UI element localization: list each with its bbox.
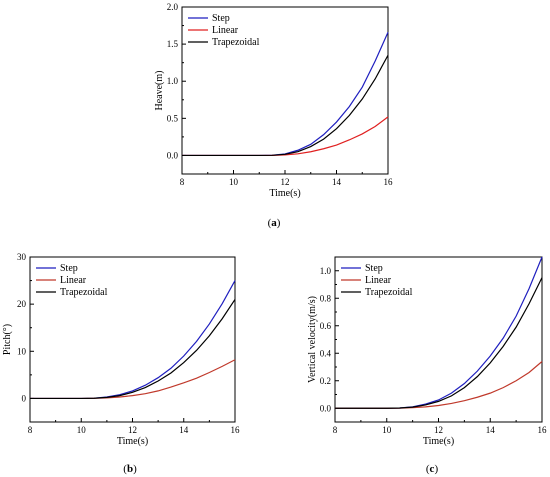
x-tick-label: 10 xyxy=(77,425,87,435)
legend-label-trapezoidal: Trapezoidal xyxy=(365,287,413,298)
y-tick-label: 1.0 xyxy=(320,266,332,276)
x-tick-label: 12 xyxy=(434,425,443,435)
x-axis-label: Time(s) xyxy=(117,436,148,447)
y-tick-label: 0.0 xyxy=(167,150,179,160)
y-tick-label: 0.5 xyxy=(167,113,179,123)
series-line-trapezoidal xyxy=(182,54,389,157)
y-axis-label: Heave(m) xyxy=(154,71,165,111)
series-line-trapezoidal xyxy=(30,299,236,400)
y-tick-label: 20 xyxy=(17,299,27,309)
x-tick-label: 12 xyxy=(128,425,137,435)
x-tick-label: 14 xyxy=(486,425,496,435)
legend-label-trapezoidal: Trapezoidal xyxy=(212,37,260,48)
legend-label-step: Step xyxy=(212,13,230,24)
y-axis-label: Pitch(°) xyxy=(2,324,13,355)
x-tick-label: 16 xyxy=(231,425,241,435)
x-tick-label: 10 xyxy=(382,425,392,435)
x-tick-label: 16 xyxy=(538,425,548,435)
x-tick-label: 8 xyxy=(333,425,338,435)
chart-a: 8 10 12 14 16 0.0 0.5 1.0 1.5 2.0 Time(s) Heave(m) S… xyxy=(154,2,393,229)
y-tick-label: 0.6 xyxy=(320,321,332,331)
x-tick-label: 10 xyxy=(229,177,239,187)
legend-label-step: Step xyxy=(60,263,78,274)
x-axis-label: Time(s) xyxy=(423,436,454,447)
y-tick-label: 0.2 xyxy=(320,376,331,386)
series-line-linear xyxy=(182,116,389,157)
x-tick-label: 12 xyxy=(281,177,290,187)
x-tick-label: 16 xyxy=(384,177,394,187)
x-tick-label: 14 xyxy=(179,425,189,435)
legend-label-linear: Linear xyxy=(60,275,87,286)
y-tick-label: 10 xyxy=(17,346,27,356)
x-tick-label: 8 xyxy=(28,425,33,435)
y-tick-label: 1.5 xyxy=(167,39,179,49)
legend-label-linear: Linear xyxy=(365,275,392,286)
y-tick-label: 0.4 xyxy=(320,348,332,358)
y-tick-label: 0.0 xyxy=(320,403,332,413)
legend-label-step: Step xyxy=(365,263,383,274)
y-tick-label: 0 xyxy=(22,393,27,403)
subfigure-caption: (a) xyxy=(268,217,281,229)
subfigure-caption: (c) xyxy=(426,463,439,475)
series-line-trapezoidal xyxy=(335,277,543,409)
x-axis-label: Time(s) xyxy=(269,188,300,199)
chart-b: 8 10 12 14 16 0 10 20 30 Time(s) Pitch(°) StepLinea… xyxy=(2,252,240,475)
legend-label-trapezoidal: Trapezoidal xyxy=(60,287,108,298)
x-tick-label: 8 xyxy=(180,177,185,187)
x-tick-label: 14 xyxy=(332,177,342,187)
y-axis-label: Vertical velocity(m/s) xyxy=(307,296,318,383)
subfigure-caption: (b) xyxy=(123,463,137,475)
y-tick-label: 0.8 xyxy=(320,293,332,303)
y-tick-label: 1.0 xyxy=(167,76,179,86)
series-line-step xyxy=(182,31,389,157)
y-tick-label: 30 xyxy=(17,252,27,262)
y-tick-label: 2.0 xyxy=(167,2,179,12)
legend-label-linear: Linear xyxy=(212,25,239,36)
chart-c: 8 10 12 14 16 0.0 0.2 0.4 0.6 0.8 1.0 Time(s) Vertic… xyxy=(307,256,548,475)
series-line-step xyxy=(30,280,236,400)
